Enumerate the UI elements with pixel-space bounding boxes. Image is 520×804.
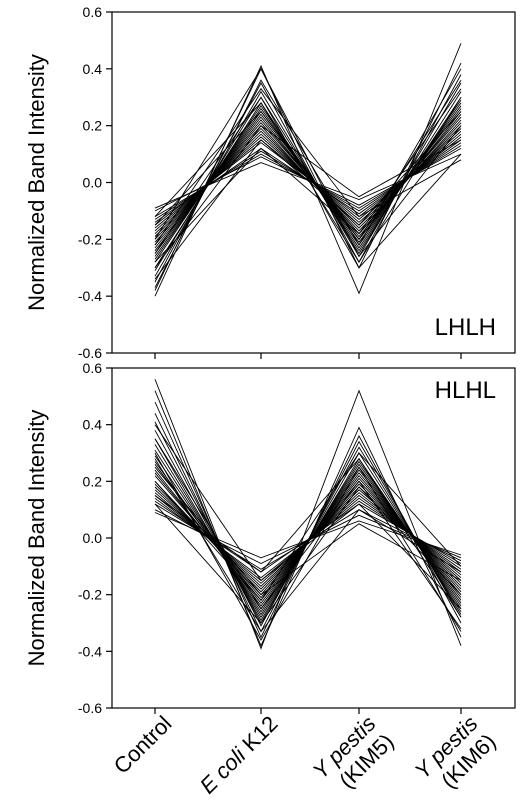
series-line [154, 457, 462, 618]
series-line [154, 379, 462, 650]
series-line [154, 67, 462, 258]
y-tick-label: -0.2 [78, 231, 102, 247]
top-panel-lhlh: -0.6 -0.4 -0.2 0.0 0.2 0.4 0.6 Normalized Band … [24, 4, 516, 361]
series-line [154, 424, 462, 610]
y-tick-label: 0.0 [83, 530, 103, 546]
x-category-label: E coli K12 [195, 711, 283, 799]
series-line [154, 438, 462, 629]
y-tick-label: 0.2 [83, 473, 103, 489]
series-line [154, 88, 462, 263]
y-tick-label: -0.6 [78, 345, 102, 361]
series-line [154, 87, 462, 246]
series-line [154, 79, 462, 241]
series-line [154, 62, 462, 291]
y-tick-label: -0.4 [78, 643, 102, 659]
y-tick-label: 0.6 [83, 360, 103, 376]
y-tick-label: 0.0 [83, 175, 103, 191]
series-line [154, 452, 462, 641]
y-tick-label: -0.6 [78, 700, 102, 716]
panel-label: HLHL [435, 377, 496, 404]
y-tick-label: 0.4 [83, 61, 103, 77]
y-tick-label: 0.4 [83, 417, 103, 433]
series-line [154, 430, 462, 624]
series-line [154, 458, 462, 633]
series-line [154, 96, 462, 269]
panel-label: LHLH [435, 314, 496, 341]
series-line [154, 461, 462, 610]
x-category-label: Control [109, 711, 177, 779]
y-axis-label: Normalized Band Intensity [24, 410, 49, 667]
series-line [154, 452, 462, 602]
series-line [154, 97, 462, 269]
y-tick-label: 0.2 [83, 118, 103, 134]
series-line [154, 464, 462, 607]
series-line [154, 97, 462, 263]
y-tick-label: -0.4 [78, 288, 102, 304]
y-tick-label: -0.2 [78, 587, 102, 603]
y-tick-label: 0.6 [83, 4, 103, 20]
bottom-panel-hlhl: -0.6 -0.4 -0.2 0.0 0.2 0.4 0.6 Normalized Band … [24, 360, 516, 716]
series-line [154, 466, 462, 596]
y-axis-label: Normalized Band Intensity [24, 54, 49, 311]
series-line [154, 153, 462, 209]
